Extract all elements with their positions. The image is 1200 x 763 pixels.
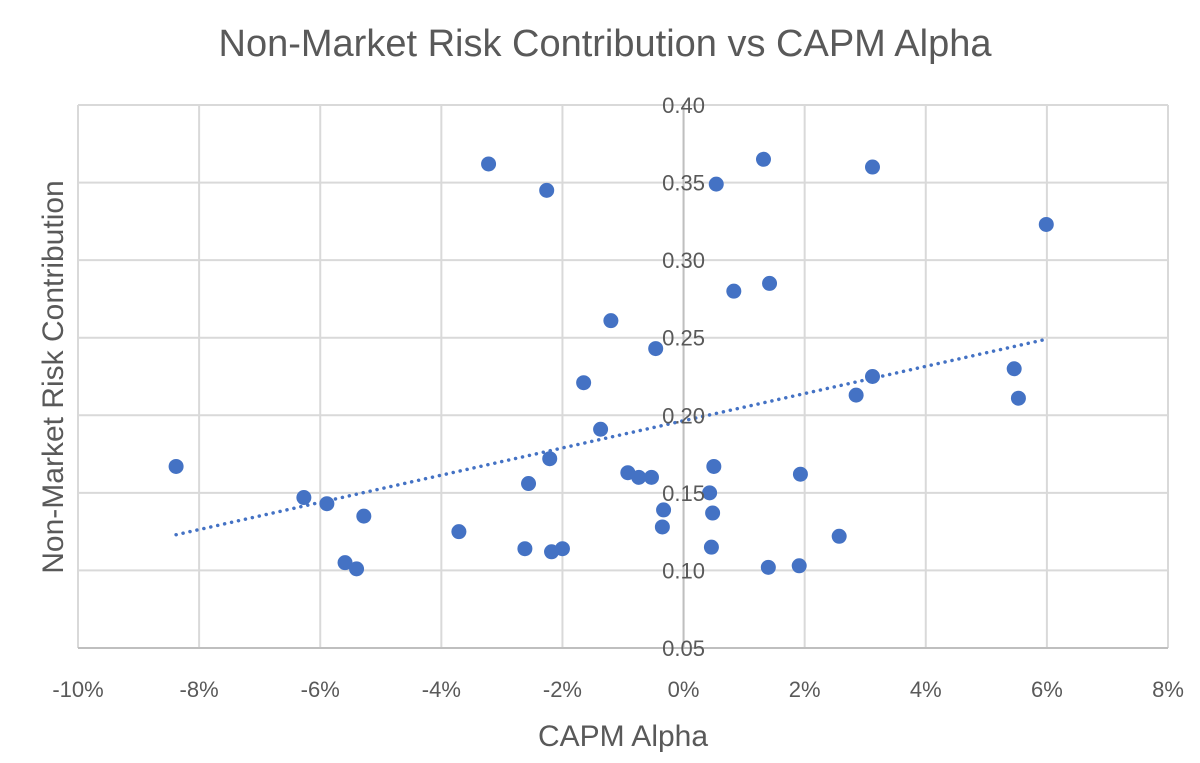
- data-point: [864, 369, 880, 384]
- y-tick-label: 0.35: [662, 171, 705, 196]
- y-tick-label: 0.10: [662, 558, 705, 583]
- y-tick-label: 0.40: [662, 93, 705, 118]
- data-point: [593, 421, 609, 437]
- x-tick-label: -4%: [422, 677, 461, 702]
- data-point: [654, 519, 670, 535]
- data-point: [517, 541, 533, 557]
- data-point: [631, 469, 647, 485]
- data-point: [296, 490, 312, 506]
- data-point: [703, 539, 719, 555]
- data-point: [755, 151, 771, 167]
- data-point: [349, 561, 365, 577]
- data-point: [792, 466, 808, 482]
- x-tick-label: -2%: [543, 677, 582, 702]
- y-tick-label: 0.25: [662, 326, 705, 351]
- data-point: [831, 528, 847, 544]
- data-point: [706, 458, 722, 474]
- data-point: [760, 559, 776, 575]
- data-point: [1010, 390, 1026, 406]
- data-point: [656, 502, 672, 518]
- y-axis-title: Non-Market Risk Contribution: [37, 180, 70, 573]
- data-point: [848, 387, 864, 403]
- data-point: [576, 375, 592, 391]
- x-axis-title: CAPM Alpha: [538, 720, 708, 753]
- x-tick-label: 6%: [1031, 677, 1063, 702]
- data-point: [1038, 216, 1054, 232]
- data-point: [702, 485, 718, 501]
- linear-trendline: [174, 337, 1049, 537]
- data-point: [762, 275, 778, 291]
- data-point: [554, 541, 570, 557]
- x-tick-label: -6%: [301, 677, 340, 702]
- chart-title: Non-Market Risk Contribution vs CAPM Alp…: [219, 23, 993, 65]
- gridlines: [77, 104, 1169, 649]
- data-point: [643, 469, 659, 485]
- data-point: [521, 476, 537, 492]
- y-tick-label: 0.05: [662, 636, 705, 661]
- x-tick-label: 2%: [789, 677, 821, 702]
- x-tick-label: 0%: [668, 677, 700, 702]
- x-tick-label: 8%: [1152, 677, 1184, 702]
- data-point: [603, 313, 619, 329]
- x-tick-label: -10%: [52, 677, 103, 702]
- data-point: [648, 341, 664, 357]
- data-point: [337, 555, 353, 571]
- data-point: [168, 458, 184, 474]
- y-tick-labels: 0.05 0.10 0.15 0.20 0.25 0.30 0.35 0.40: [662, 93, 705, 661]
- x-tick-label: 4%: [910, 677, 942, 702]
- data-point: [319, 496, 335, 512]
- data-point: [542, 451, 558, 467]
- y-tick-label: 0.15: [662, 481, 705, 506]
- data-point: [864, 159, 880, 175]
- data-point: [705, 505, 721, 521]
- data-points: [168, 151, 1054, 577]
- y-tick-label: 0.30: [662, 248, 705, 273]
- data-point: [708, 176, 724, 192]
- x-tick-label: -8%: [180, 677, 219, 702]
- x-tick-labels: -10% -8% -6% -4% -2% 0% 2% 4% 6% 8%: [52, 677, 1184, 702]
- data-point: [791, 558, 807, 574]
- trendline-layer: [174, 337, 1049, 537]
- data-point: [539, 182, 555, 198]
- data-point: [356, 508, 372, 524]
- data-point: [451, 524, 467, 540]
- data-point: [726, 283, 742, 299]
- data-point: [1006, 361, 1022, 377]
- y-tick-label: 0.20: [662, 403, 705, 428]
- data-point: [481, 156, 497, 172]
